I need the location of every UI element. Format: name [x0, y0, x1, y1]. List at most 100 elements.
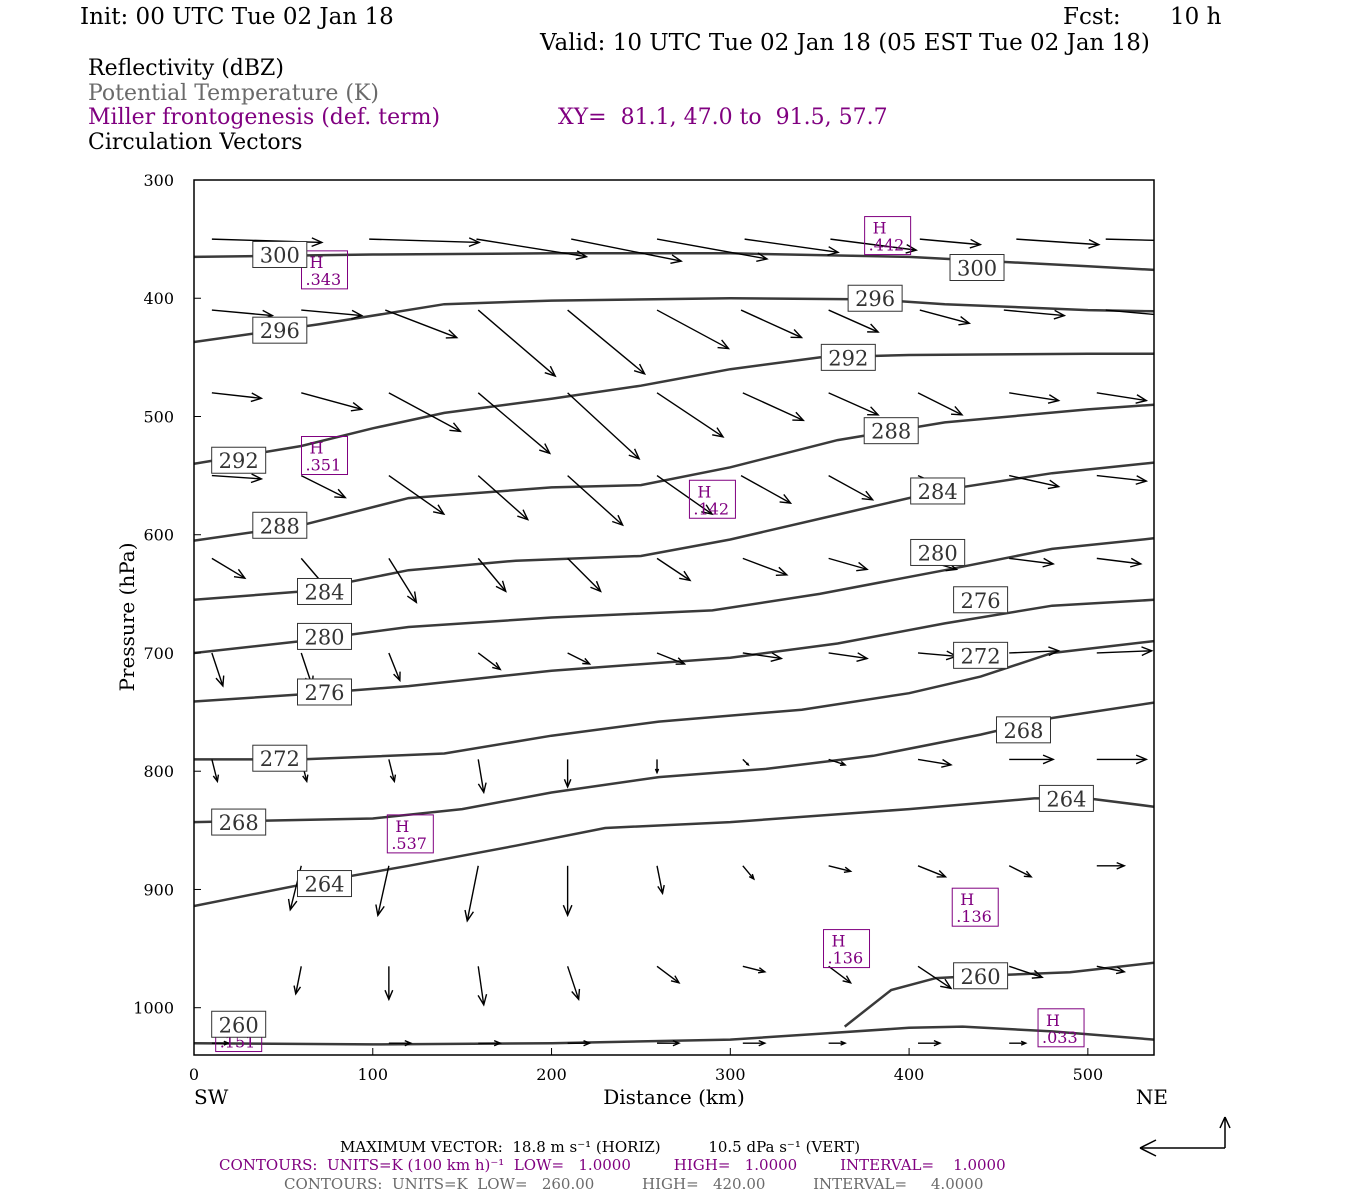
vector-head: [941, 758, 953, 768]
theta-label-264: 264: [1038, 784, 1094, 812]
init-time: Init: 00 UTC Tue 02 Jan 18: [80, 4, 394, 30]
vector-shaft: [656, 392, 724, 438]
vector-head: [384, 989, 394, 1002]
circulation-vector: [388, 1039, 413, 1047]
circulation-vector: [477, 652, 502, 671]
vector-head: [1141, 646, 1154, 657]
frontogenesis-high-box: [301, 436, 349, 476]
frontogenesis-high-value: .136: [956, 907, 992, 926]
x-axis-label: Distance (km): [603, 1085, 745, 1109]
circulation-vector: [828, 474, 875, 501]
vector-head: [1116, 861, 1127, 870]
theta-label-text: 300: [957, 257, 997, 281]
frontogenesis-high-box: [386, 814, 434, 854]
theta-label-text: 284: [918, 480, 958, 504]
vector-shaft: [388, 392, 461, 432]
circulation-vector: [211, 652, 225, 688]
vector-head: [748, 873, 755, 881]
vector-shaft: [567, 652, 590, 665]
vector-head: [1053, 309, 1067, 320]
theta-contour-260: [194, 1025, 1154, 1046]
forecast-hour: 10 h: [1170, 4, 1222, 30]
circulation-vector: [917, 650, 959, 661]
theta-contour-284: [194, 461, 1154, 602]
circulation-vector: [211, 473, 264, 484]
circulation-vector: [566, 966, 581, 1002]
theta-label-box: [910, 477, 966, 505]
theta-label-268: 268: [995, 716, 1051, 744]
frontogenesis-high-letter: H: [873, 219, 887, 238]
frontogenesis-high-value: .351: [306, 456, 342, 475]
theta-label-text: 288: [871, 420, 911, 444]
circulation-vector: [1009, 1040, 1028, 1046]
circulation-vector: [301, 392, 364, 412]
vector-head: [393, 671, 401, 683]
vector-shaft: [301, 392, 362, 411]
circulation-vector: [657, 1039, 681, 1047]
frontogenesis-high-box: [1037, 1008, 1085, 1048]
vector-shaft: [917, 965, 952, 989]
vector-shaft: [744, 238, 839, 254]
theta-label-box: [953, 962, 1009, 990]
y-tick-label: 400: [143, 289, 174, 308]
vector-shaft: [1105, 238, 1154, 242]
theta-label-box: [995, 716, 1051, 744]
circulation-vector: [742, 1039, 767, 1047]
vector-head: [1181, 237, 1191, 246]
vector-shaft: [828, 965, 852, 984]
frontogenesis-high: H.136: [823, 929, 871, 969]
y-tick-label: 800: [143, 762, 174, 781]
frontogenesis-high-letter: H: [1046, 1011, 1060, 1030]
circulation-vector: [211, 759, 220, 784]
frontogenesis-high: H.537: [386, 814, 434, 854]
vector-head: [670, 975, 681, 984]
circulation-vector: [563, 759, 572, 789]
theta-label-296: 296: [252, 316, 308, 344]
vector-shaft: [742, 652, 782, 660]
vector-shaft: [477, 309, 556, 377]
theta-label-text: 264: [1046, 787, 1086, 811]
vector-head: [790, 329, 804, 339]
legend-reflectivity: Reflectivity (dBZ): [88, 56, 284, 81]
circulation-vector: [476, 238, 589, 261]
circulation-vector: [656, 965, 681, 984]
vector-head: [1047, 394, 1061, 404]
frontogenesis-high-value: .343: [306, 270, 342, 289]
circulation-vector: [828, 758, 847, 766]
vector-shaft: [828, 309, 879, 333]
x-tick-label: 500: [1073, 1065, 1104, 1084]
theta-label-text: 280: [918, 541, 958, 565]
circulation-vector: [656, 309, 731, 350]
circulation-vector: [1008, 865, 1033, 878]
circulation-vector: [740, 474, 793, 504]
circulation-vector: [656, 392, 725, 438]
theta-contour-labels: 3003002962962922922882882842842802802762…: [211, 240, 1094, 1038]
theta-label-text: 276: [304, 681, 344, 705]
circulation-vector: [1096, 557, 1143, 568]
vector-shaft: [828, 758, 846, 766]
circulation-vector: [917, 965, 953, 990]
legend-frontogenesis: Miller frontogenesis (def. term): [88, 105, 441, 130]
theta-label-296: 296: [847, 284, 903, 312]
theta-label-box: [252, 511, 308, 539]
circulation-vector: [211, 1040, 231, 1046]
vector-head: [861, 490, 875, 501]
vector-head: [936, 870, 948, 878]
vector-shaft: [1096, 557, 1141, 565]
vector-shaft: [656, 238, 768, 260]
theta-label-292: 292: [820, 343, 876, 371]
theta-contour-288: [194, 403, 1154, 542]
circulation-vector: [742, 865, 755, 881]
vector-head: [770, 652, 784, 662]
vector-head: [582, 657, 592, 665]
theta-label-text: 288: [260, 514, 300, 538]
frontogenesis-high-value: .136: [828, 949, 864, 968]
vector-shaft: [211, 759, 219, 782]
vector-shaft: [571, 238, 682, 262]
vector-head: [539, 443, 552, 455]
theta-contours: [194, 252, 1154, 1046]
theta-label-text: 260: [961, 965, 1001, 989]
vector-shaft: [295, 966, 302, 994]
vector-shaft: [211, 309, 273, 317]
circulation-vector: [477, 557, 507, 593]
